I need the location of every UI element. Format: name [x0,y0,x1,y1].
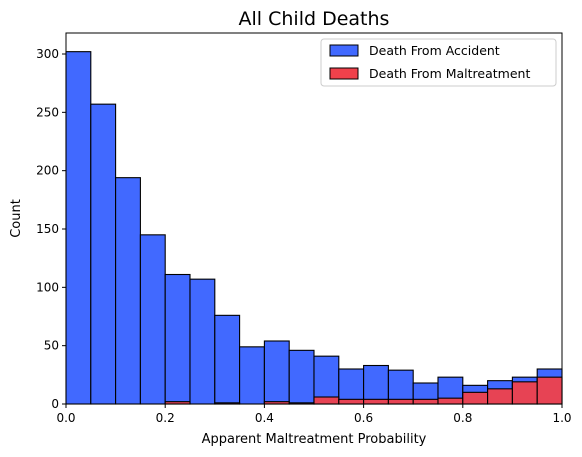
y-tick-label: 50 [44,339,59,353]
legend: Death From Accident Death From Maltreatm… [320,38,557,87]
maltreatment-bar [511,381,538,405]
accident-bar [139,234,166,405]
maltreatment-bar [412,398,439,405]
maltreatment-bar [487,388,513,405]
accident-bar [164,273,191,405]
x-axis: 0.0 0.2 0.4 0.6 0.8 1.0 [56,404,572,425]
y-tick-label: 0 [51,397,59,411]
legend-swatch-accident [329,44,359,57]
maltreatment-bar [313,396,340,405]
y-tick-label: 300 [36,47,59,61]
accident-bar [263,340,290,405]
y-axis: 0 50 100 150 200 250 300 [36,47,66,411]
accident-bar [115,177,141,405]
accident-bar [65,51,92,405]
x-tick-label: 0.0 [56,411,75,425]
x-tick-label: 0.2 [156,411,175,425]
maltreatment-bar [437,397,464,405]
accident-bar [338,368,365,405]
x-tick-label: 1.0 [552,411,571,425]
accident-bar [363,364,389,405]
legend-label-maltreatment: Death From Maltreatment [369,66,530,81]
legend-swatch-maltreatment [329,67,359,80]
maltreatment-bar [387,398,414,405]
y-tick-label: 150 [36,222,59,236]
y-tick-label: 250 [36,105,59,119]
accident-bar [214,314,241,405]
y-tick-label: 100 [36,280,59,294]
y-axis-label: Count [9,199,24,238]
x-tick-label: 0.8 [453,411,472,425]
x-axis-label: Apparent Maltreatment Probability [202,432,427,447]
accident-bars [65,51,563,405]
maltreatment-bar [536,376,563,405]
maltreatment-bar [462,391,489,405]
accident-bar [189,278,216,405]
legend-label-accident: Death From Accident [369,43,500,58]
accident-bar [90,103,117,405]
x-tick-label: 0.6 [354,411,373,425]
accident-bar [313,355,340,405]
chart-title: All Child Deaths [239,8,390,30]
legend-box [320,38,557,87]
maltreatment-bar [338,398,365,405]
x-tick-label: 0.4 [255,411,274,425]
plot-frame [65,32,563,405]
y-tick-label: 200 [36,164,59,178]
accident-bar [288,349,315,405]
maltreatment-bar [363,398,389,405]
accident-bar [239,346,265,405]
